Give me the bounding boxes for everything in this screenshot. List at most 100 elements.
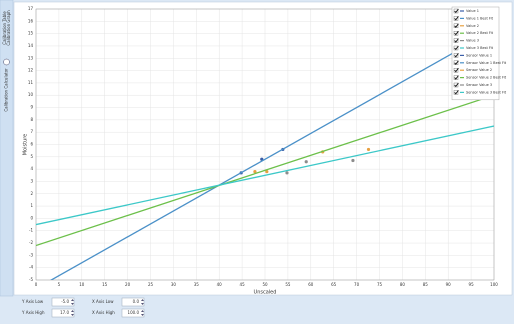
control-value: -5.0 xyxy=(61,299,69,304)
checkmark xyxy=(454,67,459,73)
x-tick-label: 45 xyxy=(240,282,246,287)
legend-label: Value 3 xyxy=(466,39,479,43)
control-label: X Axis Low xyxy=(92,299,114,304)
spinner[interactable] xyxy=(71,299,74,305)
numeric-input[interactable] xyxy=(121,297,145,307)
y-tick-label: 14 xyxy=(28,43,34,48)
x-tick-label: 0 xyxy=(35,282,38,287)
legend-checkbox[interactable] xyxy=(453,23,459,28)
x-tick-label: 35 xyxy=(194,282,200,287)
legend-checkbox[interactable] xyxy=(453,38,459,43)
plot xyxy=(36,29,494,280)
legend-label: Sensor Value 1 Best Fit xyxy=(466,61,507,65)
legend-checkbox[interactable] xyxy=(453,60,459,65)
spinner[interactable] xyxy=(141,310,144,316)
control-label: Y Axis Low xyxy=(21,299,44,304)
y-tick-label: 2 xyxy=(30,191,33,196)
checkmark xyxy=(454,45,459,51)
data-point xyxy=(285,171,289,175)
plot-frame xyxy=(35,8,495,281)
y-tick-label: 12 xyxy=(28,68,34,73)
x-tick-label: 75 xyxy=(377,282,383,287)
checkmark xyxy=(454,60,459,65)
x-tick-label: 15 xyxy=(102,282,108,287)
y-tick-label: 5 xyxy=(30,154,33,159)
x-tick-label: 40 xyxy=(217,282,223,287)
x-tick-label: 100 xyxy=(490,282,498,287)
tab[interactable]: Calibration Table xyxy=(2,11,7,45)
checkmark xyxy=(454,82,459,88)
y-tick-label: -4 xyxy=(29,265,33,270)
data-point xyxy=(253,170,257,174)
y-tick-label: -3 xyxy=(29,252,33,257)
y-tick-label: 10 xyxy=(28,92,34,97)
legend-label: Value 1 xyxy=(466,9,479,13)
y-tick-label: 3 xyxy=(30,178,33,183)
y-axis-label: Moisture xyxy=(23,134,29,156)
x-tick-label: 50 xyxy=(262,282,268,287)
y-tick-label: 15 xyxy=(28,31,34,36)
x-tick-label: 70 xyxy=(354,282,360,287)
x-tick-label: 5 xyxy=(58,282,61,287)
legend-checkbox[interactable] xyxy=(453,90,459,95)
legend-label: Sensor Value 2 Best Fit xyxy=(466,76,507,80)
controls-panel xyxy=(14,296,512,320)
spinner[interactable] xyxy=(71,310,74,316)
legend-label: Value 1 Best Fit xyxy=(466,16,494,20)
legend-checkbox[interactable] xyxy=(453,82,459,88)
legend-checkbox[interactable] xyxy=(453,16,459,21)
y-tick-label: -5 xyxy=(29,277,33,282)
spinner[interactable] xyxy=(141,299,144,305)
info-icon[interactable] xyxy=(3,58,10,66)
y-tick-label: 4 xyxy=(30,166,33,171)
legend-checkbox[interactable] xyxy=(453,45,459,51)
x-tick-label: 95 xyxy=(469,282,475,287)
control-value: 0.0 xyxy=(133,299,140,304)
legend-label: Sensor Value 3 xyxy=(466,83,492,87)
legend-label: Sensor Value 3 Best Fit xyxy=(466,90,507,94)
checkmark xyxy=(454,16,459,21)
numeric-input[interactable] xyxy=(51,297,75,307)
chart-panel xyxy=(13,1,513,296)
y-tick-label: 11 xyxy=(28,80,34,85)
legend-label: Sensor Value 2 xyxy=(466,68,492,72)
x-tick-label: 55 xyxy=(285,282,291,287)
legend-label: Value 2 xyxy=(466,24,479,28)
data-point xyxy=(265,170,269,174)
x-tick-label: 65 xyxy=(331,282,337,287)
legend-label: Value 3 Best Fit xyxy=(466,46,494,50)
checkmark xyxy=(454,8,459,14)
y-tick-label: 13 xyxy=(28,55,34,60)
fit-line xyxy=(36,94,494,247)
fit-line xyxy=(36,125,494,226)
legend-checkbox[interactable] xyxy=(453,67,459,73)
data-point xyxy=(351,158,355,163)
legend-checkbox[interactable] xyxy=(453,31,459,36)
y-tick-label: -1 xyxy=(29,228,33,233)
x-tick-label: 60 xyxy=(308,282,314,287)
y-tick-label: 7 xyxy=(30,129,33,134)
y-tick-label: 9 xyxy=(30,105,33,110)
legend-label: Sensor Value 1 xyxy=(466,53,492,57)
legend-checkbox[interactable] xyxy=(453,75,459,80)
legend-label: Value 2 Best Fit xyxy=(466,31,494,35)
checkmark xyxy=(454,53,459,58)
legend xyxy=(451,6,500,101)
control-value: 17.0 xyxy=(60,310,69,315)
legend-checkbox[interactable] xyxy=(453,8,459,14)
checkmark xyxy=(454,38,459,43)
x-tick-label: 20 xyxy=(125,282,131,287)
fit-line xyxy=(49,29,494,280)
numeric-input[interactable] xyxy=(121,308,145,318)
tab[interactable]: Calibration Graph xyxy=(6,10,11,46)
y-tick-label: 6 xyxy=(30,142,33,147)
checkmark xyxy=(454,23,459,28)
sidebar xyxy=(0,0,14,297)
numeric-input[interactable] xyxy=(51,308,75,318)
x-tick-label: 25 xyxy=(148,282,154,287)
legend-checkbox[interactable] xyxy=(453,53,459,58)
x-tick-label: 10 xyxy=(79,282,85,287)
checkmark xyxy=(454,30,459,36)
tab[interactable]: Calibration Calculator xyxy=(4,68,9,112)
